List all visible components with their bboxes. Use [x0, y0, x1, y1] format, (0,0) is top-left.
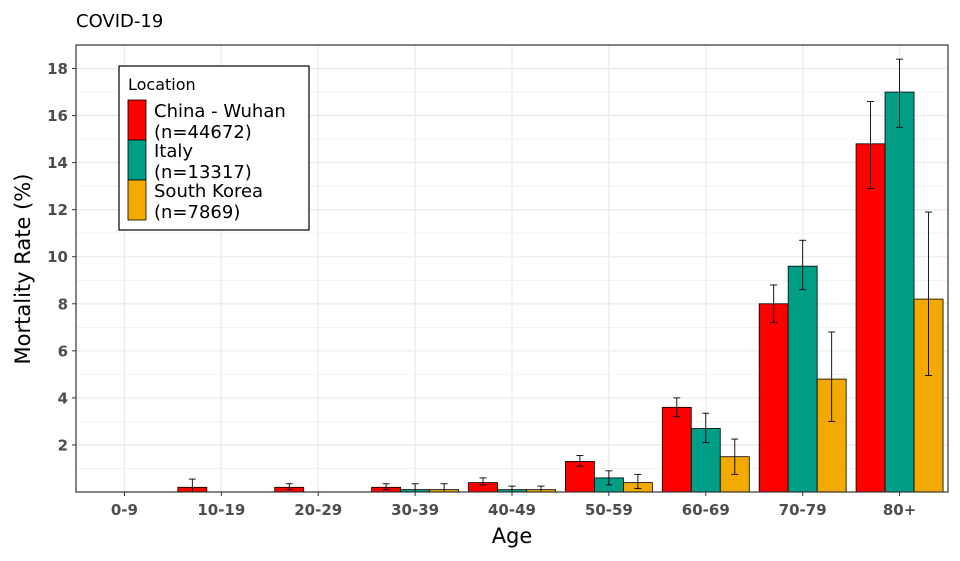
y-axis-title: Mortality Rate (%)	[11, 174, 35, 365]
error-bar-italy	[605, 470, 613, 486]
chart-title: COVID-19	[76, 11, 163, 32]
error-bar-italy	[896, 58, 904, 128]
error-bar-china-wuhan	[673, 397, 681, 418]
legend-label-line: China - Wuhan	[154, 101, 286, 122]
y-tick-label: 8	[58, 295, 68, 313]
y-tick-label: 2	[58, 436, 68, 454]
y-tick-label: 18	[47, 60, 68, 78]
legend-label-south-korea: South Korea (n=7869)	[154, 181, 263, 223]
x-axis-title: Age	[492, 524, 533, 548]
x-tick-label: 20-29	[294, 501, 342, 519]
x-tick-label: 70-79	[779, 501, 827, 519]
error-bar-italy	[799, 239, 807, 291]
y-tick-label: 4	[58, 389, 68, 407]
legend-box	[118, 65, 310, 231]
legend-label-line: (n=44672)	[154, 122, 252, 143]
x-tick-label: 60-69	[682, 501, 730, 519]
bar-china-wuhan	[661, 406, 692, 493]
x-tick-label: 50-59	[585, 501, 633, 519]
bar-china-wuhan	[758, 303, 789, 493]
error-bar-china-wuhan	[770, 284, 778, 324]
legend-label-line: (n=13317)	[154, 162, 252, 183]
x-tick-label: 30-39	[391, 501, 439, 519]
error-bar-south-korea	[925, 211, 933, 376]
legend-label-line: South Korea	[154, 181, 263, 202]
error-bar-south-korea	[828, 331, 836, 422]
error-bar-italy	[702, 412, 710, 444]
legend-key-south-korea	[127, 179, 147, 221]
legend-label-china-wuhan: China - Wuhan (n=44672)	[154, 101, 286, 143]
y-tick-label: 16	[47, 107, 68, 125]
legend-label-italy: Italy (n=13317)	[154, 141, 252, 183]
x-tick-label: 10-19	[197, 501, 245, 519]
legend-title: Location	[128, 75, 196, 94]
y-tick-label: 6	[58, 342, 68, 360]
legend-key-china-wuhan	[127, 99, 147, 141]
y-tick-label: 14	[47, 154, 68, 172]
bar-italy	[884, 91, 915, 493]
error-bar-china-wuhan	[382, 483, 390, 491]
x-tick-label: 0-9	[111, 501, 138, 519]
x-tick-label: 80+	[883, 501, 916, 519]
legend-key-italy	[127, 139, 147, 181]
error-bar-china-wuhan	[479, 477, 487, 486]
legend-label-line: (n=7869)	[154, 202, 240, 223]
bar-italy	[787, 265, 818, 493]
error-bar-china-wuhan	[576, 455, 584, 467]
bar-china-wuhan	[855, 143, 886, 493]
error-bar-south-korea	[634, 473, 642, 489]
y-tick-label: 12	[47, 201, 68, 219]
error-bar-south-korea	[731, 438, 739, 475]
legend: Location China - Wuhan (n=44672)Italy (n=13…	[118, 65, 310, 231]
x-tick-label: 40-49	[488, 501, 536, 519]
legend-label-line: Italy	[154, 141, 193, 162]
error-bar-china-wuhan	[285, 483, 293, 491]
y-tick-label: 10	[47, 248, 68, 266]
error-bar-china-wuhan	[867, 101, 875, 189]
